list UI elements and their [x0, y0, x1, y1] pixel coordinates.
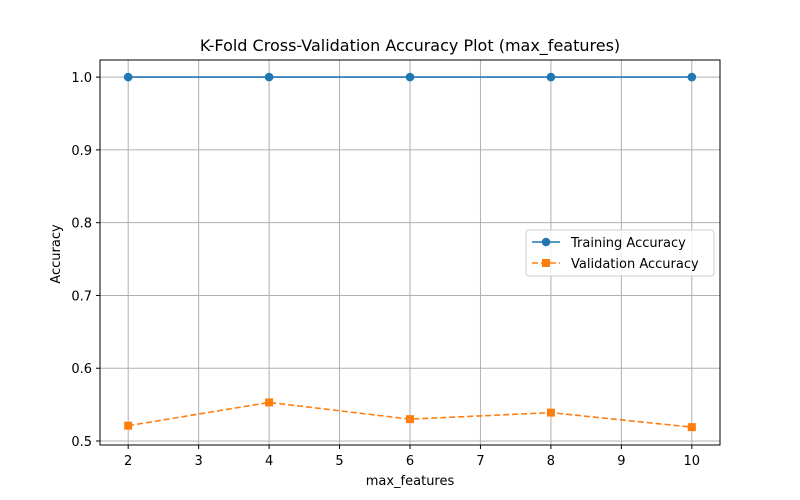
legend-entry: Training Accuracy: [532, 236, 686, 251]
data-point: [687, 423, 696, 432]
x-tick-label: 7: [476, 454, 484, 469]
y-tick-label: 1.0: [71, 71, 92, 86]
data-point: [123, 72, 133, 82]
x-tick-label: 4: [265, 454, 273, 469]
y-tick-label: 0.9: [71, 144, 92, 159]
data-point: [546, 72, 556, 82]
x-tick-label: 6: [406, 454, 414, 469]
legend-label: Validation Accuracy: [571, 257, 699, 272]
x-tick-label: 2: [124, 454, 132, 469]
legend: Training Accuracy Validation Accuracy: [525, 229, 715, 277]
y-tick-label: 0.6: [71, 362, 92, 377]
x-tick-label: 10: [684, 454, 701, 469]
data-point: [687, 72, 697, 82]
data-point: [124, 421, 133, 430]
legend-marker: [542, 259, 550, 267]
data-point: [405, 72, 415, 82]
ticks: 2 3 4 5 6 7 8 9 10 0.5 0.6 0.7 0.8 0.9 1.0: [71, 71, 700, 469]
y-axis-label: Accuracy: [49, 224, 64, 284]
y-tick-label: 0.7: [71, 289, 92, 304]
data-point: [264, 72, 274, 82]
legend-entry: Validation Accuracy: [532, 257, 699, 272]
y-tick-label: 0.8: [71, 217, 92, 232]
x-tick-label: 3: [194, 454, 202, 469]
chart-title: K-Fold Cross-Validation Accuracy Plot (m…: [200, 36, 620, 56]
x-tick-label: 9: [617, 454, 625, 469]
legend-box: [525, 229, 715, 277]
y-tick-label: 0.5: [71, 435, 92, 450]
x-axis-label: max_features: [366, 474, 455, 489]
legend-marker: [541, 237, 551, 247]
series-training: [123, 72, 697, 82]
data-point: [406, 415, 414, 424]
data-point: [265, 398, 274, 407]
series: [123, 72, 697, 432]
legend-label: Training Accuracy: [570, 236, 686, 251]
series-validation: [124, 398, 696, 432]
x-tick-label: 5: [335, 454, 343, 469]
data-point: [546, 408, 555, 417]
x-tick-label: 8: [547, 454, 555, 469]
